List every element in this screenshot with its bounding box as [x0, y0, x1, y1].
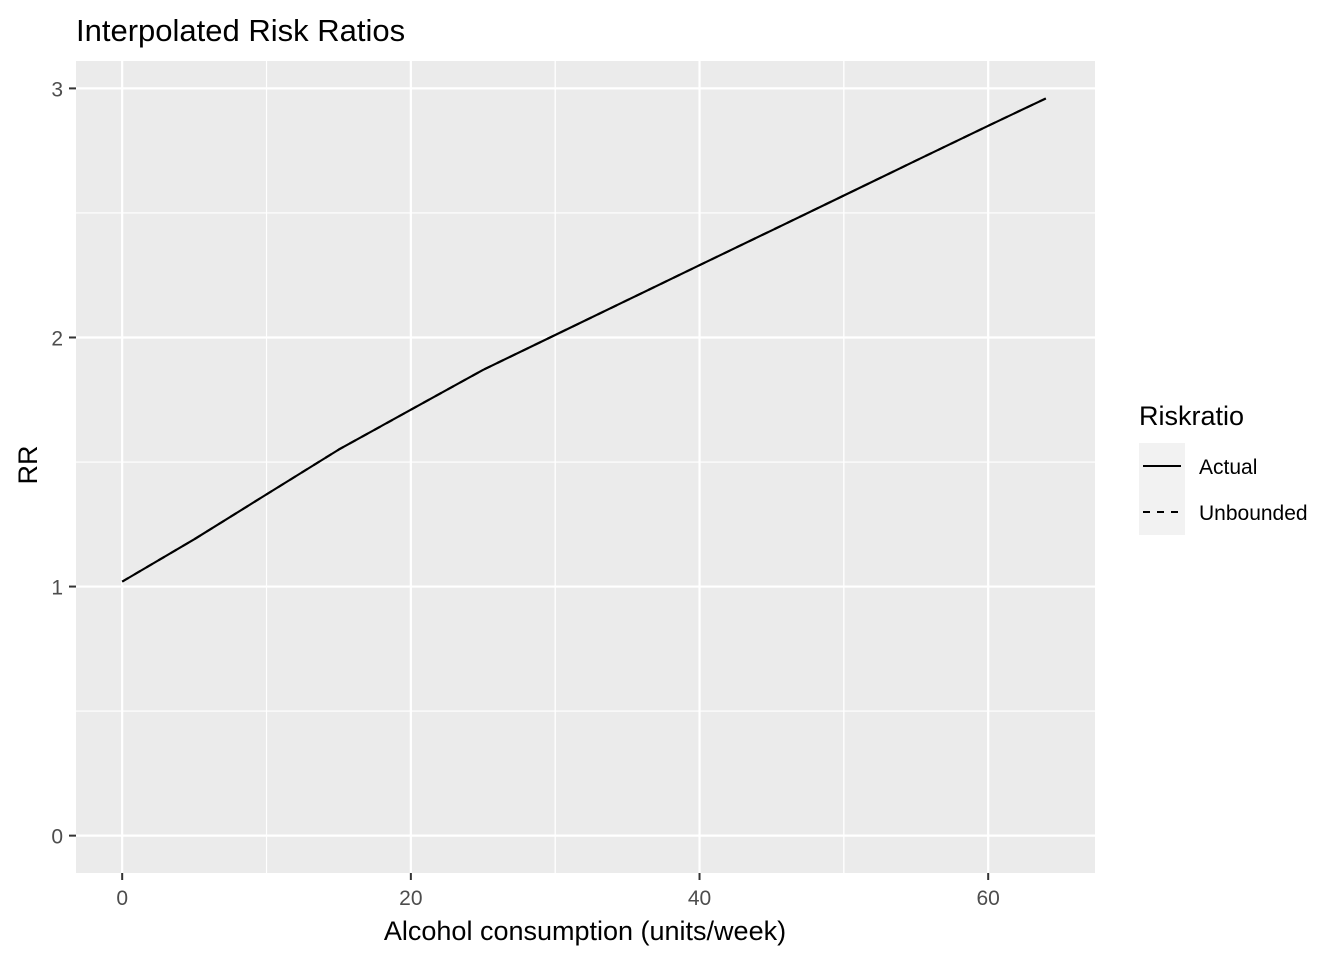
legend-label-actual: Actual [1199, 456, 1257, 479]
series-layer [121, 97, 1047, 583]
x-tick-label: 20 [399, 887, 422, 910]
plot-panel [76, 61, 1095, 873]
y-tick-label: 0 [51, 826, 63, 849]
x-tick-label: 40 [688, 887, 711, 910]
series-line-actual [121, 97, 1047, 583]
major-gridlines [76, 61, 1095, 873]
x-axis-title: Alcohol consumption (units/week) [384, 916, 786, 946]
x-axis-ticks: 0 20 40 60 [116, 873, 1000, 910]
y-tick-label: 1 [51, 577, 63, 600]
legend: Riskratio Actual Unbounded [1139, 401, 1308, 535]
y-axis-title: RR [13, 446, 43, 485]
chart-title: Interpolated Risk Ratios [76, 13, 405, 48]
y-tick-label: 3 [51, 78, 63, 101]
y-tick-label: 2 [51, 327, 63, 350]
legend-title: Riskratio [1139, 401, 1244, 431]
x-tick-label: 60 [977, 887, 1000, 910]
legend-label-unbounded: Unbounded [1199, 502, 1308, 525]
y-axis-ticks: 0 1 2 3 [51, 78, 76, 849]
x-tick-label: 0 [116, 887, 128, 910]
